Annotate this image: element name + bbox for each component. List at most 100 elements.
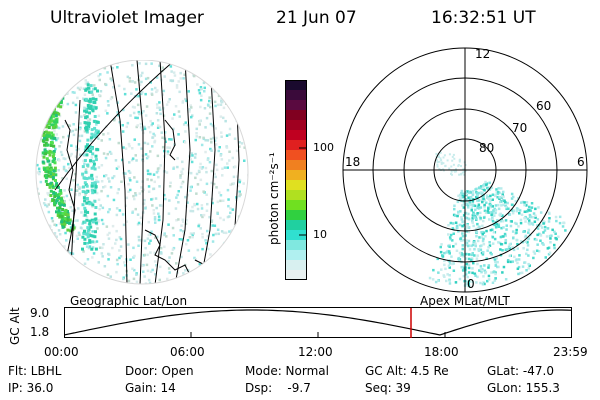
timeline-xtick-0600: 06:00 xyxy=(170,345,205,359)
geo-pixel xyxy=(257,160,260,163)
geo-limb-pixel xyxy=(59,189,63,192)
polar-pixel xyxy=(465,243,468,247)
geo-pixel xyxy=(151,204,154,207)
polar-pixel xyxy=(524,240,527,243)
polar-pixel xyxy=(464,266,468,269)
geo-pixel xyxy=(188,64,192,68)
geo-pixel xyxy=(26,75,29,78)
polar-pixel xyxy=(530,202,534,205)
geo-pixel xyxy=(201,247,204,251)
geo-pixel xyxy=(205,170,208,174)
geo-pixel xyxy=(131,211,134,214)
polar-pixel xyxy=(494,193,497,197)
geo-pixel xyxy=(100,180,104,183)
geo-pixel xyxy=(155,112,159,115)
polar-pixel xyxy=(547,253,551,256)
geo-limb-pixel xyxy=(59,211,63,215)
geo-pixel xyxy=(184,222,188,225)
timeline-ytick-9: 9.0 xyxy=(30,306,50,320)
geo-pixel xyxy=(58,114,62,118)
geo-pixel xyxy=(36,268,37,271)
geo-pixel xyxy=(149,81,152,84)
geo-pixel xyxy=(208,160,212,164)
geo-pixel xyxy=(128,177,131,180)
polar-pixel xyxy=(462,265,466,269)
polar-pixel xyxy=(522,247,525,250)
lat-label-80: 80 xyxy=(479,141,495,155)
geo-pixel xyxy=(238,145,241,148)
polar-pixel xyxy=(502,195,505,198)
geo-streak-pixel xyxy=(81,165,85,169)
geo-streak-pixel xyxy=(90,188,94,192)
polar-pixel xyxy=(487,197,491,200)
polar-pixel xyxy=(538,232,541,236)
geo-pixel xyxy=(169,79,172,82)
geo-pixel xyxy=(55,73,58,76)
geo-pixel xyxy=(78,127,82,131)
instrument-title: Ultraviolet Imager xyxy=(50,8,204,28)
geo-limb-pixel xyxy=(59,105,63,109)
geo-pixel xyxy=(47,203,50,206)
polar-pixel xyxy=(434,280,438,284)
polar-pixel xyxy=(483,189,486,192)
geo-pixel xyxy=(193,156,197,159)
geo-pixel xyxy=(132,256,135,259)
polar-pixel xyxy=(488,181,491,185)
geo-streak-pixel xyxy=(81,247,84,251)
polar-pixel xyxy=(557,235,560,238)
geo-pixel xyxy=(83,262,87,265)
polar-pixel xyxy=(490,186,494,189)
geo-pixel xyxy=(245,242,248,245)
polar-pixel xyxy=(447,233,450,236)
geo-streak-pixel xyxy=(96,120,100,124)
geo-limb-pixel xyxy=(62,220,66,223)
geo-pixel xyxy=(220,158,224,161)
geo-streak-pixel xyxy=(94,158,98,162)
geo-pixel xyxy=(198,119,202,123)
polar-pixel xyxy=(504,234,507,237)
geo-pixel xyxy=(167,100,170,104)
geo-streak-pixel xyxy=(89,234,93,238)
polar-pixel xyxy=(493,237,497,241)
geo-pixel xyxy=(244,209,247,213)
polar-pixel xyxy=(450,255,453,258)
geo-pixel xyxy=(139,216,143,219)
polar-pixel xyxy=(435,152,438,155)
polar-pixel xyxy=(539,239,542,242)
geo-pixel xyxy=(71,284,74,285)
geo-pixel xyxy=(47,276,50,279)
geo-pixel xyxy=(88,60,91,63)
geo-pixel xyxy=(242,71,246,74)
timeline-xtick-0000: 00:00 xyxy=(44,345,79,359)
polar-pixel xyxy=(464,198,468,201)
geo-limb-pixel xyxy=(42,155,46,159)
geo-pixel xyxy=(110,152,113,155)
geo-pixel xyxy=(238,180,241,184)
geo-limb-pixel xyxy=(51,97,55,101)
geo-pixel xyxy=(38,70,42,73)
polar-pixel xyxy=(467,244,470,248)
polar-pixel xyxy=(467,230,471,234)
geo-pixel xyxy=(43,262,46,265)
geo-pixel xyxy=(61,93,64,96)
geo-pixel xyxy=(212,182,216,186)
geo-streak-pixel xyxy=(84,116,88,120)
geo-limb-pixel xyxy=(50,98,54,102)
geo-pixel xyxy=(28,208,31,211)
colorbar-band xyxy=(285,210,307,221)
polar-pixel xyxy=(462,223,466,227)
polar-pixel xyxy=(472,198,475,201)
geo-pixel xyxy=(32,137,35,140)
geo-pixel xyxy=(38,172,41,176)
geo-limb-pixel xyxy=(68,218,72,222)
geo-streak-pixel xyxy=(83,241,87,245)
geo-pixel xyxy=(182,276,186,279)
geo-pixel xyxy=(111,246,114,250)
geo-pixel xyxy=(59,254,62,257)
geo-streak-pixel xyxy=(88,97,92,101)
geo-pixel xyxy=(36,136,39,139)
geo-pixel xyxy=(30,98,33,101)
geo-pixel xyxy=(251,113,254,116)
polar-pixel xyxy=(505,207,508,211)
geo-pixel xyxy=(151,197,154,201)
